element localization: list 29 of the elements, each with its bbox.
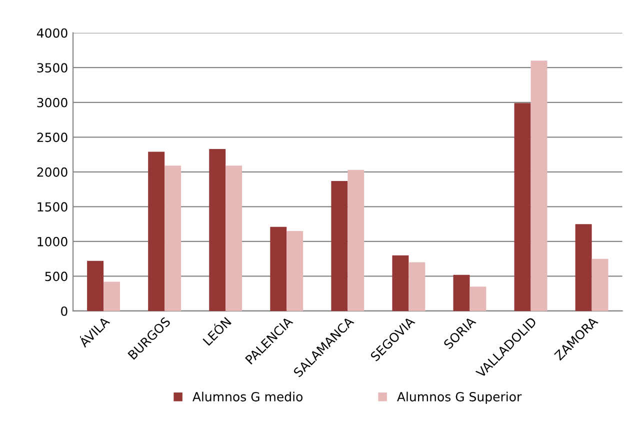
bar: [270, 226, 287, 311]
bar: [348, 170, 364, 311]
y-tick-label: 500: [45, 272, 68, 282]
bar: [164, 166, 182, 311]
y-tick-label: 3500: [37, 63, 68, 73]
y-tick-label: 4000: [36, 28, 68, 38]
y-tick-label: 3000: [37, 98, 68, 108]
y-tick-label: 1500: [38, 202, 68, 212]
bar: [226, 166, 242, 311]
bar: [514, 103, 531, 311]
bar: [530, 60, 548, 311]
legend-label: Alumnos G medio: [192, 392, 303, 402]
bar: [408, 262, 426, 311]
y-tick-label: 1000: [38, 236, 68, 246]
bar: [87, 260, 104, 311]
bar: [392, 255, 409, 311]
y-tick-label: 0: [61, 306, 68, 316]
bar: [592, 258, 608, 311]
bar: [104, 282, 120, 311]
bar: [470, 286, 486, 311]
bar: [286, 231, 304, 311]
y-tick-label: 2500: [37, 132, 68, 142]
bar: [148, 152, 165, 311]
bar: [453, 274, 470, 311]
bar: [209, 148, 226, 311]
y-tick-label: 2000: [37, 167, 68, 177]
bar: [575, 224, 592, 311]
legend-label: Alumnos G Superior: [397, 392, 522, 404]
bar: [331, 180, 348, 311]
